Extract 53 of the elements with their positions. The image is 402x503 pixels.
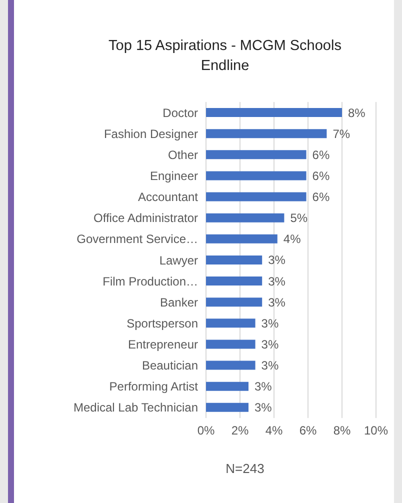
bar xyxy=(206,382,248,391)
y-tick-label: Office Administrator xyxy=(94,211,198,226)
data-label: 3% xyxy=(268,274,286,288)
y-tick-label: Sportsperson xyxy=(126,316,198,330)
data-label: 7% xyxy=(332,126,350,141)
bar xyxy=(206,276,262,286)
y-tick-label: Engineer xyxy=(150,168,198,183)
bar xyxy=(206,108,342,117)
x-tick-label: 0% xyxy=(197,424,215,438)
text: N=243 xyxy=(224,461,266,476)
data-label: 5% xyxy=(290,211,308,226)
x-tick-label: 6% xyxy=(299,424,317,438)
data-label: 3% xyxy=(261,337,279,352)
data-label: 6% xyxy=(312,168,330,183)
y-tick-label: Fashion Designer xyxy=(104,126,198,141)
x-tick-label: 4% xyxy=(265,424,283,438)
bar xyxy=(206,340,256,349)
data-label: 3% xyxy=(261,316,279,330)
data-label: 3% xyxy=(268,253,286,268)
y-tick-label: Government Service… xyxy=(76,232,198,246)
data-label: 3% xyxy=(261,358,279,373)
data-label: 6% xyxy=(312,148,330,162)
y-tick-label: Medical Lab Technician xyxy=(73,400,198,415)
bar xyxy=(206,318,256,328)
bar xyxy=(206,129,327,138)
bar xyxy=(206,360,256,370)
bar xyxy=(206,171,306,180)
y-tick-label: Doctor xyxy=(162,106,198,120)
y-tick-label: Lawyer xyxy=(159,253,198,268)
x-tick-label: 10% xyxy=(364,424,388,438)
y-tick-label: Performing Artist xyxy=(109,380,199,394)
y-tick-label: Banker xyxy=(160,295,198,310)
chart-title: Top 15 Aspirations - MCGM Schools Endline xyxy=(108,37,342,76)
x-tick-label: 8% xyxy=(333,424,351,438)
y-tick-label: Other xyxy=(168,148,198,162)
bar xyxy=(206,234,278,244)
y-tick-label: Entrepreneur xyxy=(128,338,198,352)
data-label: 6% xyxy=(312,190,330,204)
y-tick-label: Beautician xyxy=(142,358,198,373)
data-label: 8% xyxy=(348,106,366,120)
bar xyxy=(206,213,284,222)
data-label: 3% xyxy=(254,400,272,415)
bar xyxy=(206,150,306,160)
data-label: 4% xyxy=(283,232,302,246)
bar xyxy=(206,298,262,307)
bar xyxy=(206,402,248,412)
y-tick-label: Accountant xyxy=(138,190,199,204)
y-tick-label: Film Production… xyxy=(102,274,198,288)
x-tick-label: 2% xyxy=(231,424,249,438)
data-label: 3% xyxy=(254,380,272,394)
bar xyxy=(206,192,306,202)
data-label: 3% xyxy=(268,295,286,310)
bar xyxy=(206,255,262,264)
